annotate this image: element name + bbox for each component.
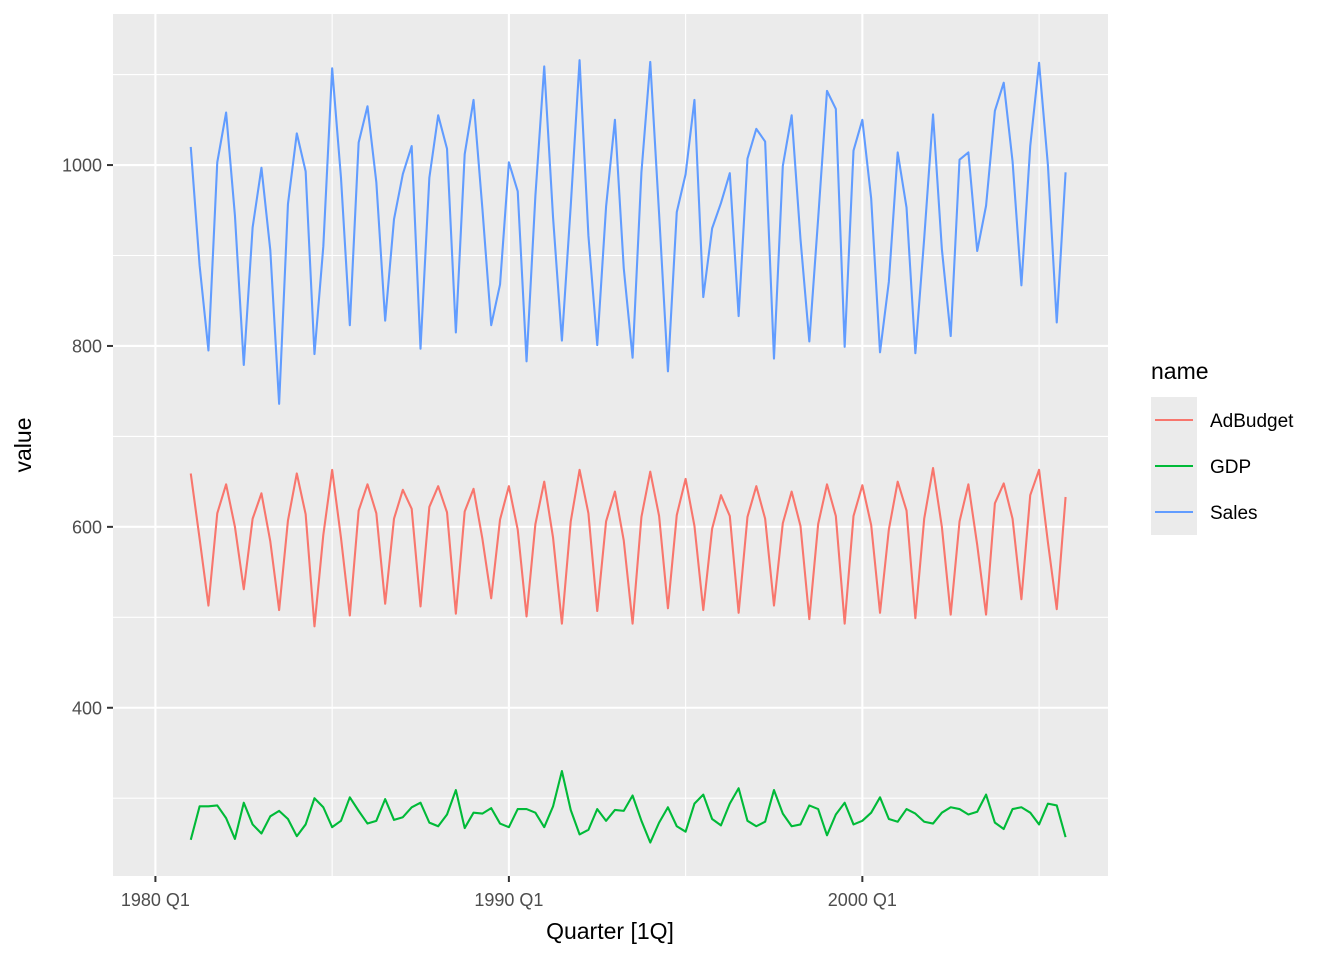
- x-tick-label: 1990 Q1: [474, 890, 543, 910]
- x-tick-label: 2000 Q1: [828, 890, 897, 910]
- legend: name AdBudget GDP Sales: [1151, 358, 1294, 535]
- legend-label: AdBudget: [1210, 411, 1294, 432]
- series-line-adbudget: [189, 467, 1067, 628]
- legend-item-gdp: GDP: [1151, 443, 1251, 489]
- y-axis-title: value: [10, 418, 36, 473]
- legend-item-sales: Sales: [1151, 489, 1258, 535]
- series-line-gdp: [189, 770, 1067, 844]
- x-tick-label: 1980 Q1: [121, 890, 190, 910]
- grid-minor: [113, 14, 1108, 876]
- legend-item-adbudget: AdBudget: [1151, 397, 1294, 443]
- legend-keys: AdBudget GDP Sales: [1151, 397, 1294, 535]
- y-axis: 400 600 800 1000: [62, 156, 113, 718]
- y-tick-label: 400: [72, 698, 102, 718]
- legend-label: GDP: [1210, 457, 1251, 478]
- series-lines: [189, 59, 1067, 844]
- series-line-sales: [189, 59, 1067, 405]
- legend-label: Sales: [1210, 503, 1258, 524]
- x-axis-title: Quarter [1Q]: [546, 918, 674, 944]
- y-tick-label: 800: [72, 336, 102, 356]
- legend-title: name: [1151, 358, 1209, 384]
- y-tick-label: 600: [72, 517, 102, 537]
- x-axis: 1980 Q1 1990 Q1 2000 Q1: [121, 876, 897, 910]
- y-tick-label: 1000: [62, 156, 102, 176]
- plot-panel: [113, 14, 1108, 876]
